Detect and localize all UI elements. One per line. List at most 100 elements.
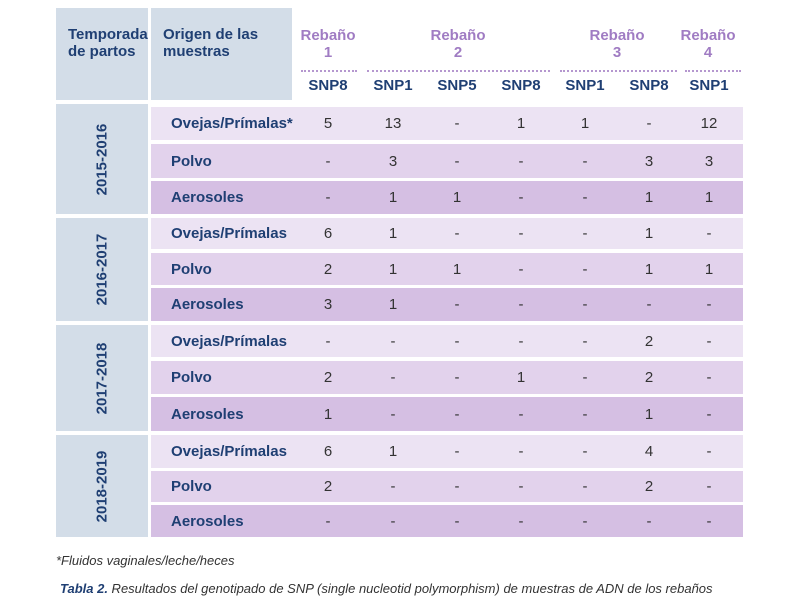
origin-column-header: Origen de las muestras bbox=[151, 8, 292, 100]
value-cell: 2 bbox=[644, 369, 654, 386]
value-cell: 1 bbox=[323, 405, 333, 423]
value-cell: - bbox=[454, 478, 460, 495]
value-cell: 1 bbox=[704, 260, 714, 278]
value-cell: - bbox=[706, 443, 712, 460]
caption-text: Resultados del genotipado de SNP (single… bbox=[107, 581, 713, 596]
season-cell-2016-2017: 2016-2017 bbox=[56, 218, 148, 321]
origin-label: Aerosoles bbox=[171, 189, 244, 206]
value-cell: 3 bbox=[388, 152, 398, 170]
value-cell: 1 bbox=[644, 189, 654, 206]
value-cell: - bbox=[646, 115, 652, 132]
table-row: Ovejas/Prímalas 6 1 - - - 1 - bbox=[151, 218, 743, 249]
value-cell: - bbox=[518, 405, 524, 423]
value-cell: 2 bbox=[323, 260, 333, 278]
value-cell: - bbox=[454, 152, 460, 170]
value-cell: 1 bbox=[452, 260, 462, 278]
value-cell: 1 bbox=[388, 443, 398, 460]
value-cell: 1 bbox=[516, 369, 526, 386]
value-cell: - bbox=[518, 152, 524, 170]
value-cell: - bbox=[518, 443, 524, 460]
table-row: Polvo 2 - - - - 2 - bbox=[151, 471, 743, 502]
table-row: Aerosoles - - - - - - - bbox=[151, 505, 743, 537]
value-cell: - bbox=[390, 405, 396, 423]
value-cell: - bbox=[454, 369, 460, 386]
snp-header: SNP8 bbox=[629, 77, 669, 94]
table-row: Ovejas/Prímalas* 5 13 - 1 1 - 12 bbox=[151, 107, 743, 140]
herd-1-divider bbox=[301, 70, 357, 72]
origin-label: Ovejas/Prímalas bbox=[171, 443, 287, 460]
value-cell: - bbox=[582, 260, 588, 278]
origin-label: Aerosoles bbox=[171, 296, 244, 313]
value-cell: - bbox=[582, 332, 588, 350]
value-cell: - bbox=[706, 512, 712, 530]
value-cell: - bbox=[582, 189, 588, 206]
value-cell: - bbox=[518, 332, 524, 350]
value-cell: 1 bbox=[388, 260, 398, 278]
value-cell: 4 bbox=[644, 443, 654, 460]
value-cell: - bbox=[518, 225, 524, 242]
value-cell: - bbox=[454, 405, 460, 423]
value-cell: 2 bbox=[323, 478, 333, 495]
value-cell: - bbox=[518, 478, 524, 495]
herd-2-divider bbox=[367, 70, 550, 72]
value-cell: 3 bbox=[323, 296, 333, 313]
herd-4-header: Rebaño 4 bbox=[680, 27, 736, 61]
value-cell: - bbox=[454, 225, 460, 242]
value-cell: 12 bbox=[700, 115, 718, 132]
snp-header: SNP8 bbox=[308, 77, 348, 94]
origin-label: Polvo bbox=[171, 152, 212, 170]
season-column-header: Temporada de partos bbox=[56, 8, 148, 100]
value-cell: - bbox=[390, 332, 396, 350]
value-cell: - bbox=[582, 443, 588, 460]
snp-header: SNP1 bbox=[689, 77, 729, 94]
herd-2-header: Rebaño 2 bbox=[430, 27, 486, 61]
value-cell: - bbox=[454, 512, 460, 530]
value-cell: - bbox=[454, 332, 460, 350]
origin-label: Polvo bbox=[171, 260, 212, 278]
value-cell: 3 bbox=[704, 152, 714, 170]
origin-label: Polvo bbox=[171, 478, 212, 495]
origin-label: Ovejas/Prímalas bbox=[171, 225, 287, 242]
value-cell: 1 bbox=[452, 189, 462, 206]
value-cell: 1 bbox=[516, 115, 526, 132]
table-row: Aerosoles 1 - - - - 1 - bbox=[151, 397, 743, 431]
table-row: Ovejas/Prímalas - - - - - 2 - bbox=[151, 325, 743, 357]
value-cell: - bbox=[706, 405, 712, 423]
value-cell: - bbox=[646, 296, 652, 313]
value-cell: - bbox=[325, 152, 331, 170]
value-cell: - bbox=[582, 152, 588, 170]
value-cell: - bbox=[582, 512, 588, 530]
origin-label: Aerosoles bbox=[171, 512, 244, 530]
herd-4-divider bbox=[685, 70, 741, 72]
herd-3-header: Rebaño 3 bbox=[589, 27, 645, 61]
value-cell: 1 bbox=[580, 115, 590, 132]
value-cell: - bbox=[518, 260, 524, 278]
origin-label: Ovejas/Prímalas bbox=[171, 332, 287, 350]
table-row: Polvo 2 - - 1 - 2 - bbox=[151, 361, 743, 394]
value-cell: 1 bbox=[704, 189, 714, 206]
value-cell: 2 bbox=[323, 369, 333, 386]
footnote: *Fluidos vaginales/leche/heces bbox=[56, 553, 235, 568]
value-cell: - bbox=[390, 478, 396, 495]
value-cell: - bbox=[646, 512, 652, 530]
origin-label: Ovejas/Prímalas* bbox=[171, 115, 293, 132]
value-cell: 1 bbox=[388, 296, 398, 313]
value-cell: 2 bbox=[644, 478, 654, 495]
value-cell: - bbox=[582, 369, 588, 386]
value-cell: - bbox=[325, 189, 331, 206]
value-cell: - bbox=[390, 512, 396, 530]
table-row: Polvo - 3 - - - 3 3 bbox=[151, 144, 743, 178]
value-cell: 1 bbox=[644, 225, 654, 242]
value-cell: 1 bbox=[388, 225, 398, 242]
season-cell-2015-2016: 2015-2016 bbox=[56, 104, 148, 214]
value-cell: 6 bbox=[323, 443, 333, 460]
value-cell: - bbox=[454, 443, 460, 460]
value-cell: - bbox=[325, 512, 331, 530]
herd-3-divider bbox=[560, 70, 677, 72]
value-cell: 3 bbox=[644, 152, 654, 170]
snp-header: SNP1 bbox=[565, 77, 605, 94]
value-cell: - bbox=[582, 478, 588, 495]
value-cell: 1 bbox=[644, 405, 654, 423]
value-cell: 6 bbox=[323, 225, 333, 242]
caption-label: Tabla 2. bbox=[60, 581, 108, 596]
